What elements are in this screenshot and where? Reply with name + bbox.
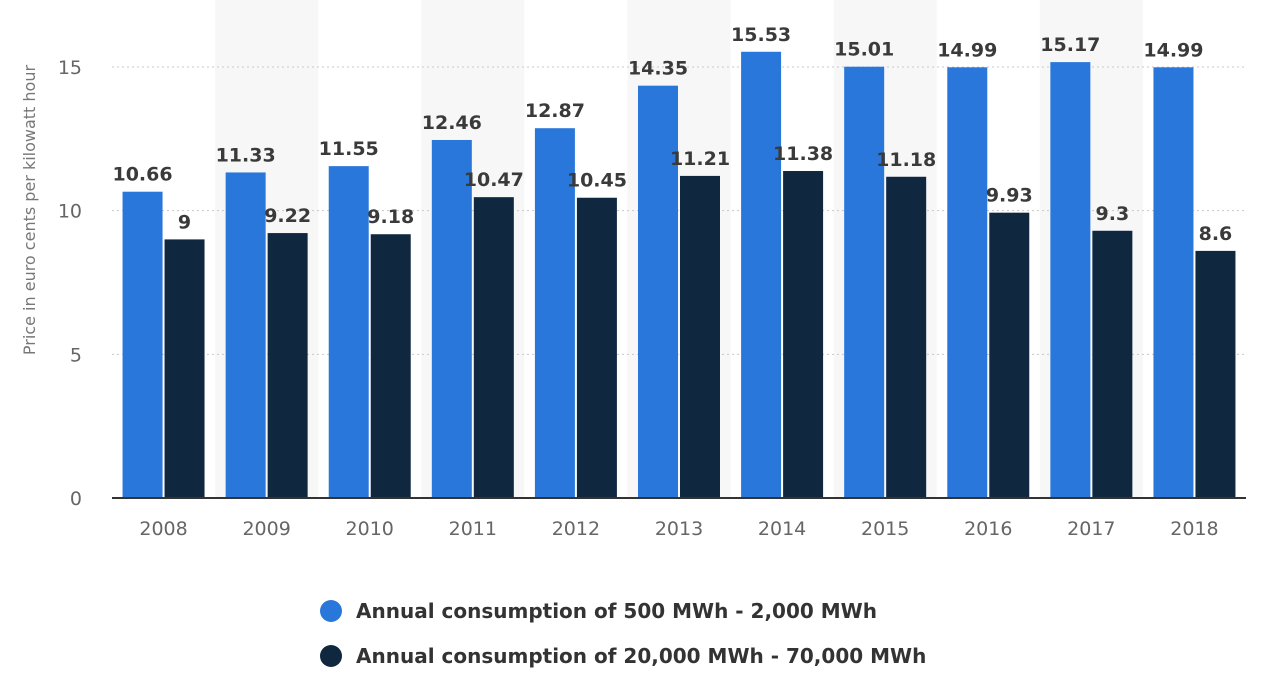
bar-2011-series-1[interactable] <box>431 139 472 498</box>
value-label-2017-series-1: 15.17 <box>1040 34 1100 56</box>
value-label-2008-series-2: 9 <box>178 211 191 233</box>
x-tick-label: 2015 <box>861 518 909 540</box>
value-label-2017-series-2: 9.3 <box>1096 203 1130 225</box>
value-label-2013-series-1: 14.35 <box>628 58 688 80</box>
legend-marker-series-1 <box>320 599 342 622</box>
value-label-2010-series-1: 11.55 <box>319 138 379 160</box>
value-label-2018-series-2: 8.6 <box>1199 223 1233 245</box>
x-tick-label: 2011 <box>449 518 497 540</box>
x-tick-label: 2013 <box>655 518 703 540</box>
bar-2013-series-1[interactable] <box>638 85 678 498</box>
x-tick-label: 2014 <box>758 518 806 540</box>
value-label-2012-series-1: 12.87 <box>525 100 585 122</box>
x-axis-ticks: 2008 2009 2010 2011 2012 2013 2014 2015 2016 2017… <box>139 518 1218 540</box>
legend-marker-series-2 <box>320 644 342 667</box>
value-label-2016-series-1: 14.99 <box>937 39 997 61</box>
bar-2014-series-1[interactable] <box>741 51 782 498</box>
value-label-2016-series-2: 9.93 <box>986 185 1033 207</box>
bar-2018-series-1[interactable] <box>1153 67 1194 499</box>
bar-2016-series-1[interactable] <box>947 67 988 499</box>
bar-2011-series-2[interactable] <box>473 197 514 499</box>
bar-2013-series-2[interactable] <box>680 175 720 498</box>
y-axis-label: Price in euro cents per kilowatt hour <box>20 65 39 356</box>
y-tick-label: 5 <box>70 344 82 366</box>
y-tick-label: 15 <box>58 57 82 79</box>
value-label-2012-series-2: 10.45 <box>567 170 627 192</box>
value-labels: 10.66 9 11.33 9.22 11.55 9.18 12.46 10.47 12.87 1… <box>112 24 1232 245</box>
value-label-2011-series-2: 10.47 <box>464 169 524 191</box>
value-label-2014-series-2: 11.38 <box>773 143 833 165</box>
bar-2010-series-1[interactable] <box>328 166 369 498</box>
x-tick-label: 2017 <box>1067 518 1115 540</box>
bar-2017-series-1[interactable] <box>1050 62 1091 499</box>
bar-2008-series-1[interactable] <box>122 191 163 498</box>
value-label-2008-series-1: 10.66 <box>112 164 172 186</box>
bar-2010-series-2[interactable] <box>370 234 411 498</box>
bar-2008-series-2[interactable] <box>164 239 205 498</box>
bar-2016-series-2[interactable] <box>989 212 1030 499</box>
x-tick-label: 2016 <box>964 518 1012 540</box>
bar-2017-series-2[interactable] <box>1092 230 1133 498</box>
bar-2009-series-1[interactable] <box>225 172 266 498</box>
legend-item-series-1[interactable]: Annual consumption of 500 MWh - 2,000 MW… <box>320 588 926 633</box>
legend-item-series-2[interactable]: Annual consumption of 20,000 MWh - 70,00… <box>320 633 926 678</box>
bar-2015-series-2[interactable] <box>886 176 927 498</box>
x-tick-label: 2012 <box>552 518 600 540</box>
bar-2014-series-2[interactable] <box>783 171 824 499</box>
value-label-2009-series-1: 11.33 <box>216 144 276 166</box>
legend: Annual consumption of 500 MWh - 2,000 MW… <box>320 588 926 678</box>
value-label-2018-series-1: 14.99 <box>1143 39 1203 61</box>
legend-label-series-2: Annual consumption of 20,000 MWh - 70,00… <box>356 643 927 668</box>
bar-2012-series-1[interactable] <box>534 128 575 498</box>
value-label-2015-series-1: 15.01 <box>834 39 894 61</box>
value-label-2011-series-1: 12.46 <box>422 112 482 134</box>
x-tick-label: 2008 <box>139 518 187 540</box>
bar-chart: 0 5 10 15 10.66 9 11.33 9.22 11.55 9.18 12.46 10.4… <box>20 23 1246 540</box>
value-label-2009-series-2: 9.22 <box>264 205 311 227</box>
y-tick-label: 0 <box>70 488 82 510</box>
bar-2015-series-1[interactable] <box>844 66 885 498</box>
bar-2009-series-2[interactable] <box>267 233 308 498</box>
value-label-2014-series-1: 15.53 <box>731 24 791 46</box>
x-tick-label: 2009 <box>242 518 290 540</box>
value-label-2010-series-2: 9.18 <box>367 206 414 228</box>
y-tick-label: 10 <box>58 201 82 223</box>
y-axis-ticks: 0 5 10 15 <box>58 57 82 510</box>
bar-2012-series-2[interactable] <box>576 197 617 498</box>
bars <box>122 51 1236 499</box>
x-tick-label: 2018 <box>1170 518 1218 540</box>
value-label-2015-series-2: 11.18 <box>876 149 936 171</box>
legend-label-series-1: Annual consumption of 500 MWh - 2,000 MW… <box>356 598 877 623</box>
value-label-2013-series-2: 11.21 <box>670 148 730 170</box>
x-tick-label: 2010 <box>346 518 394 540</box>
bar-2018-series-2[interactable] <box>1195 250 1236 498</box>
